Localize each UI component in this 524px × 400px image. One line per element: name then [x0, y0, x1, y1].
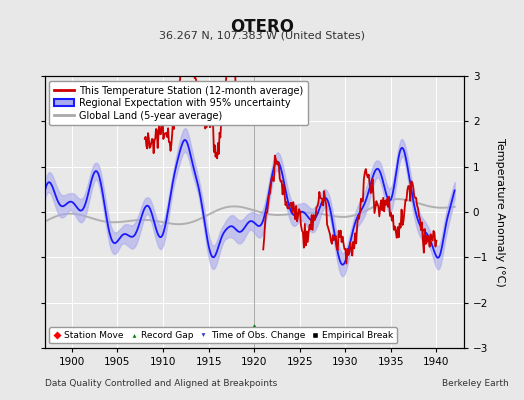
Text: Data Quality Controlled and Aligned at Breakpoints: Data Quality Controlled and Aligned at B…	[45, 379, 277, 388]
Text: Berkeley Earth: Berkeley Earth	[442, 379, 508, 388]
Point	[250, 327, 258, 333]
Legend: Station Move, Record Gap, Time of Obs. Change, Empirical Break: Station Move, Record Gap, Time of Obs. C…	[49, 327, 397, 344]
Text: 36.267 N, 107.383 W (United States): 36.267 N, 107.383 W (United States)	[159, 30, 365, 40]
Text: OTERO: OTERO	[230, 18, 294, 36]
Y-axis label: Temperature Anomaly (°C): Temperature Anomaly (°C)	[495, 138, 505, 286]
